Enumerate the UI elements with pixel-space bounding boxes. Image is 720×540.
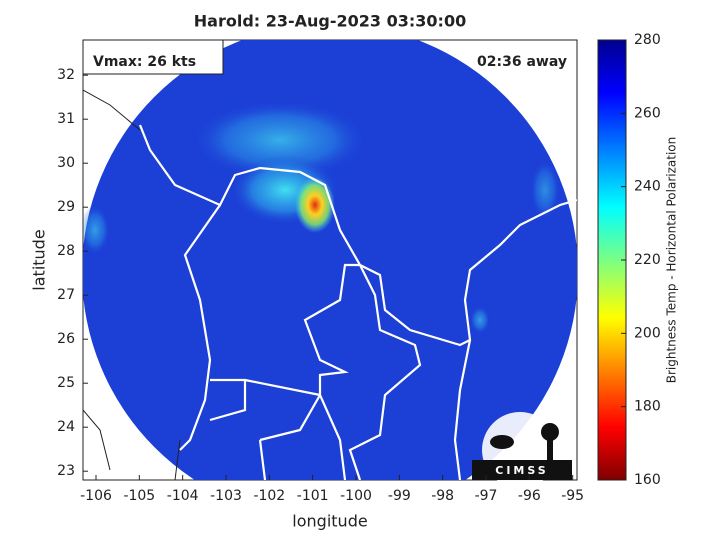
logo: CIMSS: [472, 412, 572, 488]
x-tick-label: -97: [475, 488, 498, 504]
border-line: [138, 124, 577, 347]
cloud: [190, 100, 370, 180]
x-tick-label: -106: [80, 488, 112, 504]
border-line: [179, 204, 472, 480]
cloud: [530, 160, 560, 220]
colorbar-tick-label: 220: [634, 252, 661, 268]
x-tick-label: -100: [340, 488, 372, 504]
colorbar-tick-label: 200: [634, 325, 661, 341]
annotation-box: [82, 39, 224, 75]
y-tick-label: 26: [57, 331, 75, 347]
y-axis-label: latitude: [30, 229, 49, 290]
cloud: [470, 306, 490, 334]
y-tick-label: 27: [57, 287, 75, 303]
x-tick-label: -103: [210, 488, 242, 504]
convection: [295, 177, 335, 233]
y-tick-label: 30: [57, 155, 75, 171]
colorbar-tick-label: 240: [634, 179, 661, 195]
y-tick-label: 24: [57, 419, 75, 435]
colorbar-tick-label: 180: [634, 399, 661, 415]
time-away-label: 02:36 away: [477, 54, 567, 70]
y-tick-label: 28: [57, 243, 75, 259]
vmax-label: Vmax: 26 kts: [93, 54, 196, 70]
x-tick-label: -104: [167, 488, 199, 504]
y-tick-label: 29: [57, 199, 75, 215]
x-tick-label: -102: [253, 488, 285, 504]
x-tick-label: -95: [561, 488, 584, 504]
y-tick-label: 23: [57, 463, 75, 479]
x-tick-label: -96: [518, 488, 541, 504]
x-axis-label: longitude: [292, 512, 367, 531]
x-tick-label: -105: [123, 488, 155, 504]
x-tick-label: -101: [297, 488, 329, 504]
x-tick-label: -98: [431, 488, 454, 504]
colorbar-tick-label: 260: [634, 105, 661, 121]
y-tick-label: 31: [57, 111, 75, 127]
border-outside: [83, 89, 181, 480]
x-tick-label: -99: [388, 488, 411, 504]
y-tick-label: 32: [57, 67, 75, 83]
y-tick-label: 25: [57, 375, 75, 391]
colorbar-label: Brightness Temp - Horizontal Polarizatio…: [665, 137, 679, 384]
chart-title: Harold: 23-Aug-2023 03:30:00: [194, 12, 466, 31]
cloud: [83, 205, 110, 255]
colorbar-tick-label: 280: [634, 32, 661, 48]
swath: [83, 40, 577, 480]
logo-text: CIMSS: [495, 464, 548, 477]
colorbar-tick-label: 160: [634, 472, 661, 488]
